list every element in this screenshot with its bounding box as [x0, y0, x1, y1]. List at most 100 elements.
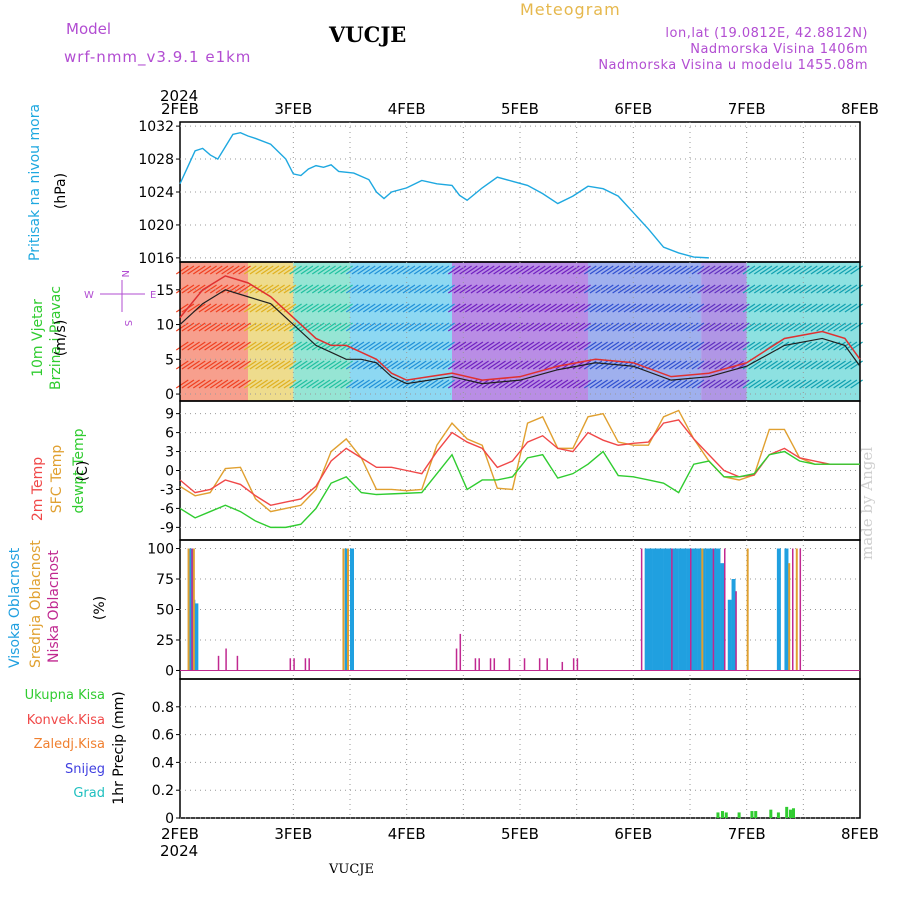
legend-convective-rain: Konvek.Kisa [26, 713, 105, 728]
wind-band-2 [293, 262, 350, 401]
wind-arrow-621 [674, 360, 688, 370]
compass-e-label: E [150, 290, 156, 301]
wind-arrow-786 [810, 303, 824, 313]
wind-arrow-762 [787, 379, 801, 389]
wind-arrow-555 [623, 303, 637, 313]
wind-arrow-88 [243, 341, 257, 351]
wind-arrow-231 [362, 265, 376, 275]
wind-arrow-554 [623, 284, 637, 294]
wind-arrow-736 [770, 284, 784, 294]
wind-arrow-232 [362, 284, 376, 294]
wind-arrow-43 [209, 284, 223, 294]
wind-arrow-128 [277, 303, 291, 313]
wind-arrow-784 [810, 265, 824, 275]
wind-arrow-202 [334, 379, 348, 389]
wind-arrow-431 [521, 341, 535, 351]
precip-bar-4 [750, 811, 754, 818]
wind-arrow-131 [277, 360, 291, 370]
wind-arrow-48 [209, 379, 223, 389]
wind-arrow-718 [753, 341, 767, 351]
wind-arrow-700 [742, 265, 756, 275]
wind-arrow-430 [521, 322, 535, 332]
wind-arrow-486 [566, 322, 580, 332]
wind-arrow-70 [232, 265, 246, 275]
wind-arrow-201 [334, 360, 348, 370]
wind-arrow-183 [323, 284, 336, 294]
wind-arrow-77 [238, 265, 251, 275]
wind-arrow-413 [510, 265, 523, 275]
wind-arrow-531 [600, 379, 614, 389]
cloud-bar-low-20 [576, 658, 579, 671]
wind-arrow-161 [306, 265, 319, 275]
wind-arrow-391 [487, 379, 501, 389]
wind-arrow-404 [498, 360, 512, 370]
wind-arrow-491 [572, 284, 586, 294]
wind-arrow-791 [816, 265, 829, 275]
wind-arrow-435 [527, 284, 540, 294]
wind-arrow-163 [306, 303, 319, 313]
cloud-bar-high-23 [712, 548, 717, 671]
ytick-label-3-2: 50 [156, 603, 174, 619]
wind-arrow-65 [226, 303, 240, 313]
wind-arrow-327 [436, 360, 450, 370]
cloud-bar-low-25 [724, 548, 726, 671]
wind-arrow-39 [204, 341, 217, 351]
wind-arrow-423 [515, 322, 529, 332]
wind-arrow-176 [317, 284, 331, 294]
legend-snow: Snijeg [65, 762, 105, 777]
wind-arrow-726 [759, 360, 773, 370]
compass-s-label: S [122, 320, 133, 326]
wind-arrow-606 [663, 341, 676, 351]
wind-arrow-408 [504, 303, 518, 313]
day-top-label-5: 7FEB [728, 100, 766, 118]
day-top-label-1: 3FEB [274, 100, 312, 118]
wind-arrow-829 [844, 322, 858, 332]
wind-arrow-289 [408, 303, 421, 313]
wind-arrow-574 [640, 265, 654, 275]
wind-arrow-534 [606, 303, 620, 313]
wind-arrow-598 [657, 322, 671, 332]
wind-arrow-542 [612, 322, 625, 332]
wind-arrow-299 [413, 360, 427, 370]
wind-arrow-368 [470, 341, 484, 351]
wind-arrow-715 [753, 284, 767, 294]
wind-arrow-269 [391, 322, 404, 332]
wind-arrow-324 [436, 303, 450, 313]
wind-arrow-198 [334, 303, 348, 313]
cloud-bar-high-25 [720, 563, 725, 671]
wind-arrow-109 [260, 341, 274, 351]
wind-arrow-466 [549, 341, 563, 351]
wind-arrow-35 [204, 265, 217, 275]
wind-arrow-601 [657, 379, 671, 389]
day-bottom-label-5: 7FEB [728, 825, 766, 843]
cloud-bar-high-6 [648, 548, 653, 671]
cloud-bar-low-18 [561, 661, 564, 671]
wind-arrow-709 [748, 303, 761, 313]
wind-arrow-687 [731, 284, 744, 294]
wind-arrow-496 [572, 379, 586, 389]
wind-arrow-110 [260, 360, 274, 370]
ytick-label-2-5: 6 [165, 426, 174, 442]
wind-arrow-497 [578, 265, 591, 275]
cloud-bar-high-27 [731, 579, 736, 671]
wind-arrow-411 [504, 360, 518, 370]
wind-arrow-108 [260, 322, 274, 332]
wind-arrow-277 [396, 341, 410, 351]
wind-arrow-449 [538, 284, 552, 294]
wind-arrow-229 [357, 360, 370, 370]
wind-arrow-694 [736, 284, 750, 294]
wind-arrow-389 [487, 341, 501, 351]
wind-arrow-260 [385, 284, 399, 294]
wind-arrow-107 [260, 303, 274, 313]
wind-arrow-789 [810, 360, 824, 370]
wind-arrow-40 [204, 360, 217, 370]
wind-band-0 [180, 262, 248, 401]
wind-arrow-287 [408, 265, 421, 275]
legend-total-rain: Ukupna Kisa [24, 688, 105, 703]
wind-arrow-757 [787, 284, 801, 294]
wind-arrow-0 [175, 265, 189, 275]
wind-arrow-679 [725, 265, 739, 275]
model-name: wrf-nmm_v3.9.1 e1km [64, 48, 252, 66]
wind-arrow-683 [725, 341, 739, 351]
wind-arrow-369 [470, 360, 484, 370]
